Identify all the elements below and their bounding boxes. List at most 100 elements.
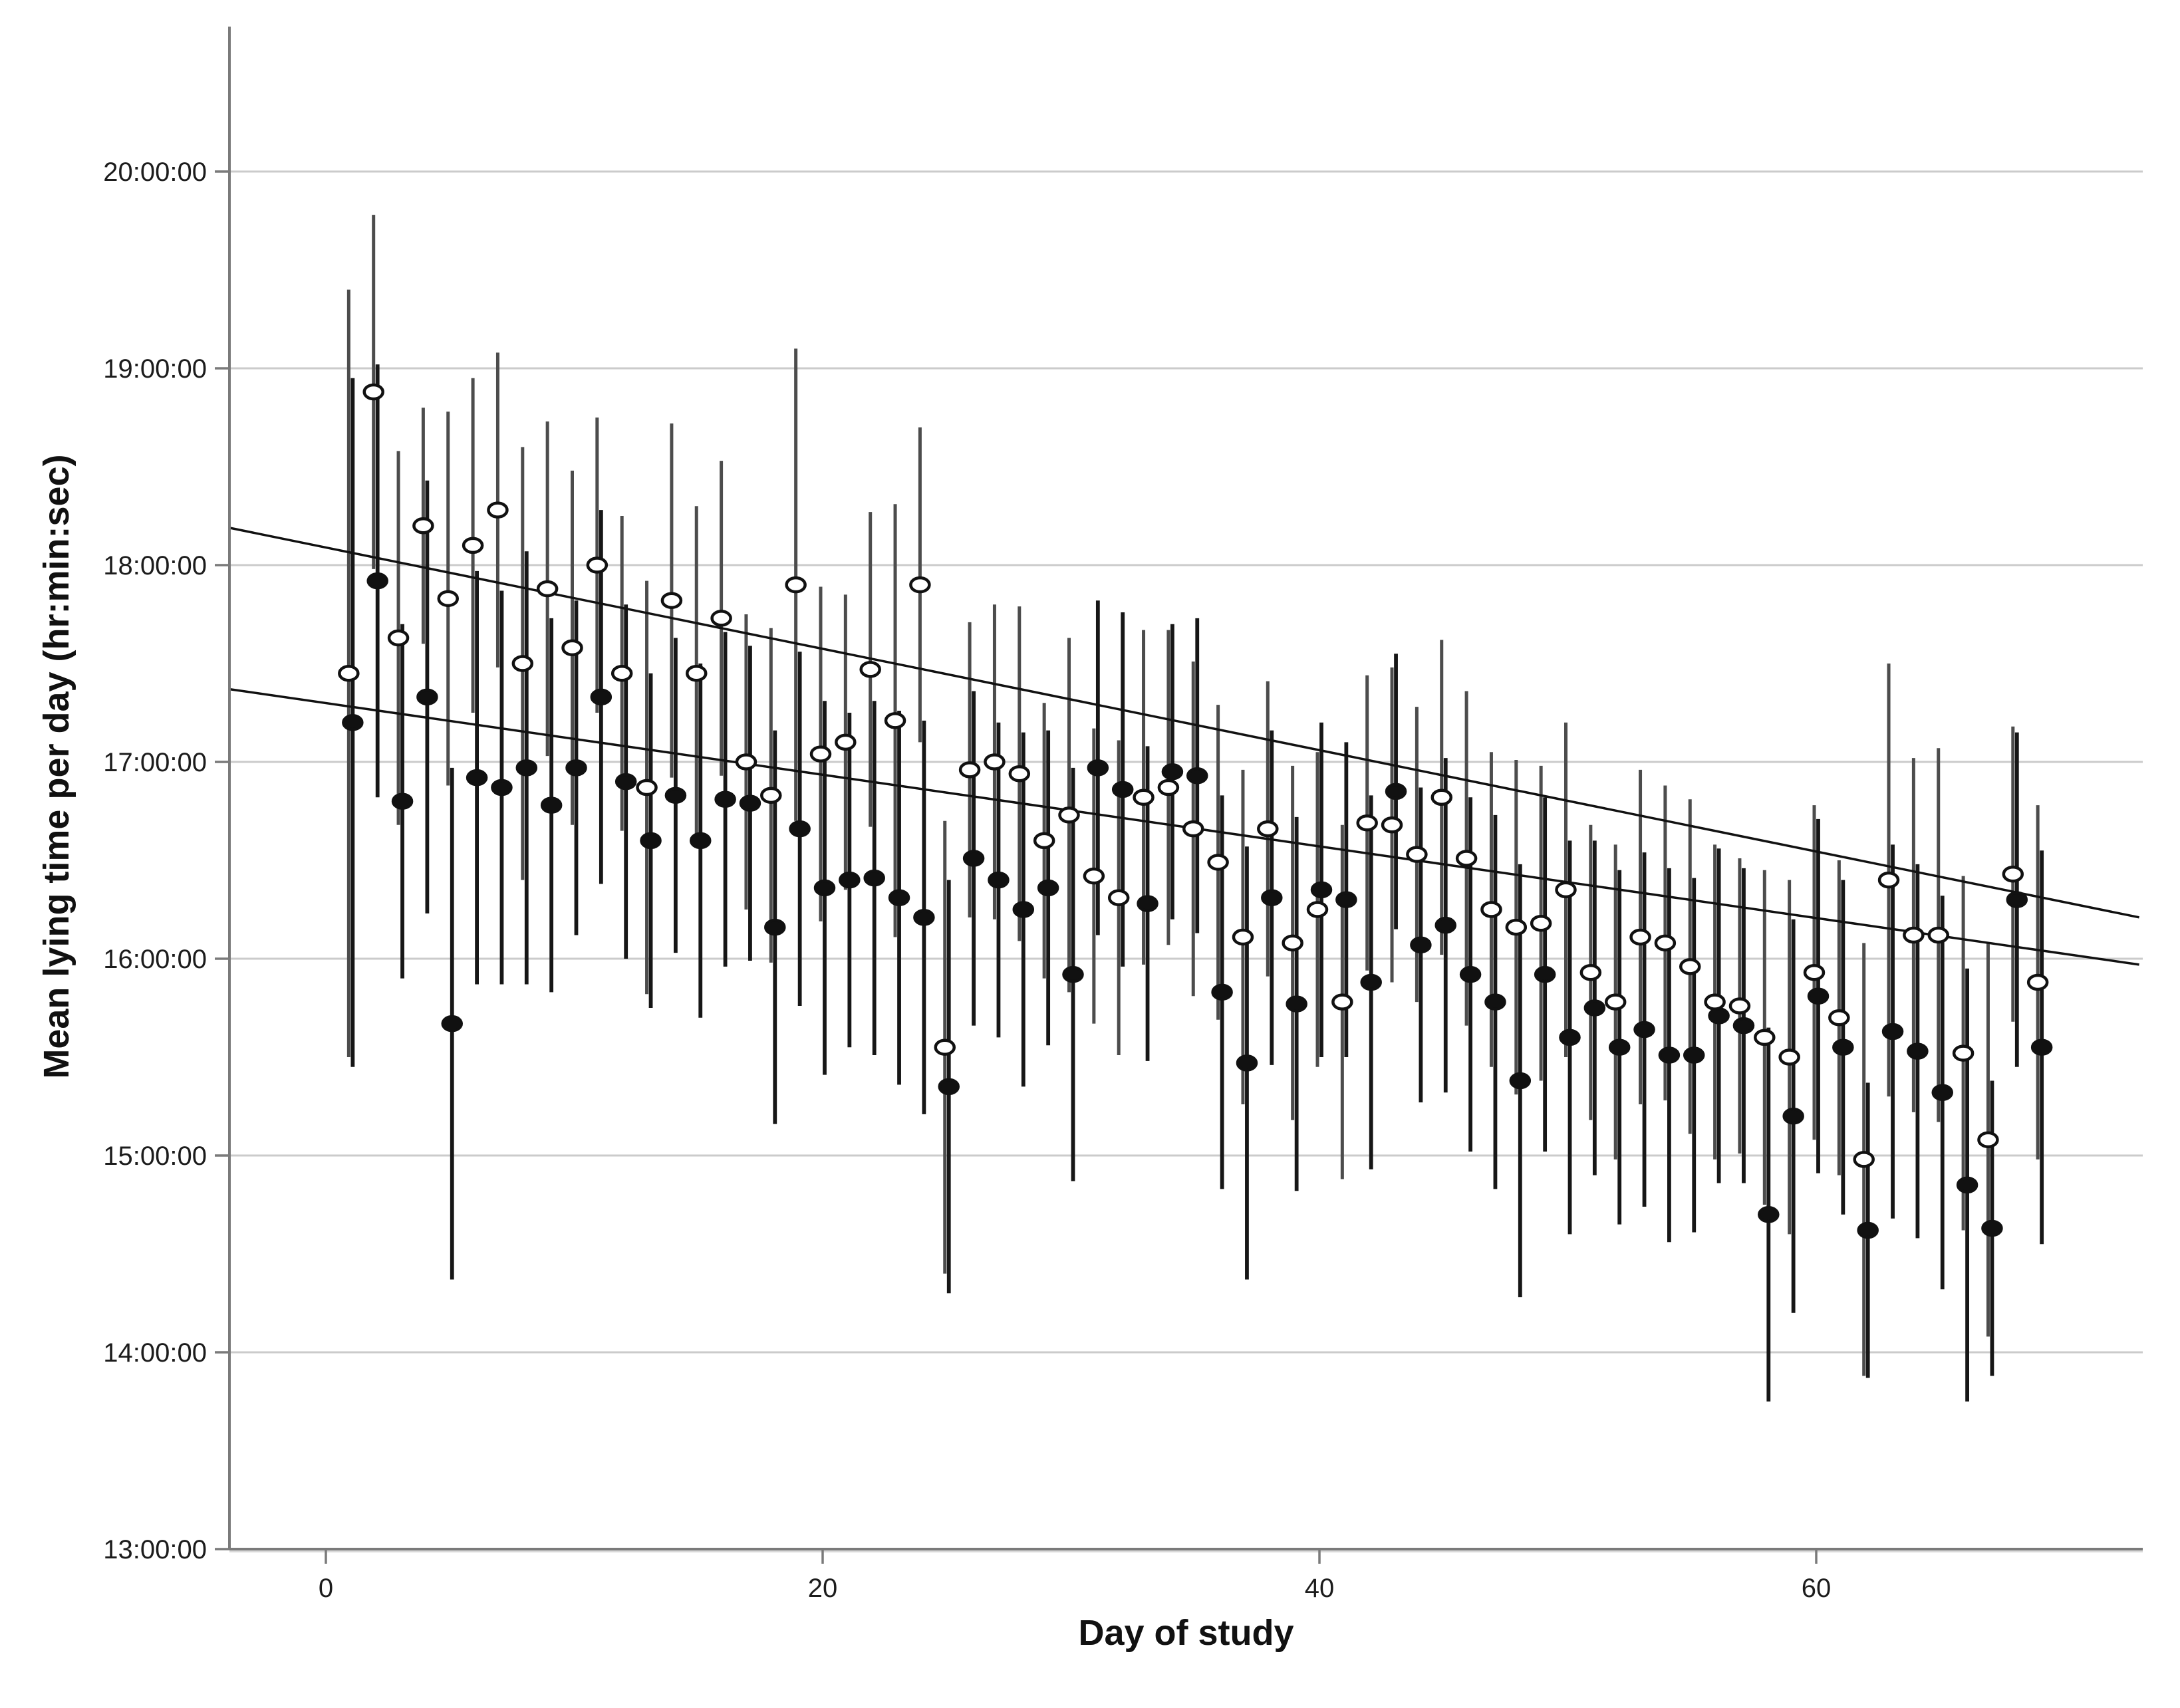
- open-circle-marker: [1679, 958, 1701, 975]
- open-circle-marker: [412, 517, 434, 535]
- filled-circle-marker: [590, 688, 613, 706]
- open-circle-marker: [487, 501, 509, 519]
- filled-circle-marker: [813, 879, 836, 897]
- x-tick-label: 0: [319, 1574, 333, 1603]
- open-circle-marker: [586, 556, 609, 574]
- open-circle-marker: [1754, 1029, 1776, 1046]
- filled-circle-marker: [540, 796, 563, 814]
- open-circle-marker: [511, 655, 534, 672]
- open-circle-marker: [1133, 789, 1155, 806]
- open-circle-marker: [1257, 820, 1279, 838]
- open-circle-marker: [1654, 934, 1677, 952]
- open-circle-marker: [984, 753, 1006, 771]
- open-circle-marker: [1579, 963, 1602, 981]
- open-circle-marker: [1058, 806, 1080, 824]
- filled-circle-marker: [565, 759, 587, 777]
- filled-circle-marker: [1683, 1046, 1705, 1064]
- open-circle-marker: [1232, 928, 1254, 946]
- open-circle-marker: [1455, 850, 1478, 867]
- open-circle-marker: [1555, 881, 1577, 899]
- filled-circle-marker: [1881, 1023, 1904, 1040]
- filled-circle-marker: [1534, 965, 1556, 983]
- open-circle-marker: [735, 753, 757, 771]
- open-circle-marker: [561, 639, 583, 657]
- open-circle-marker: [1107, 889, 1130, 906]
- filled-circle-marker: [714, 791, 736, 808]
- filled-circle-marker: [1037, 879, 1059, 897]
- open-circle-marker: [437, 590, 459, 608]
- filled-circle-marker: [1633, 1021, 1655, 1038]
- filled-circle-marker: [1111, 781, 1134, 798]
- open-circle-marker: [1033, 832, 1055, 850]
- open-circle-marker: [760, 787, 782, 804]
- filled-circle-marker: [888, 889, 910, 906]
- filled-circle-marker: [1931, 1084, 1953, 1102]
- open-circle-marker: [710, 610, 732, 627]
- filled-circle-marker: [1758, 1206, 1780, 1223]
- filled-circle-marker: [789, 820, 811, 838]
- x-tick-label: 20: [808, 1574, 838, 1603]
- filled-circle-marker: [441, 1015, 463, 1033]
- open-circle-marker: [1182, 820, 1204, 838]
- open-circle-marker: [1778, 1048, 1800, 1066]
- filled-circle-marker: [1434, 916, 1456, 934]
- filled-circle-marker: [938, 1078, 960, 1096]
- open-circle-marker: [1853, 1151, 1875, 1168]
- open-circle-marker: [2026, 973, 2049, 991]
- open-circle-marker: [2002, 865, 2024, 883]
- open-circle-marker: [909, 576, 931, 594]
- fit-line: [228, 527, 2139, 919]
- x-tick-label: 40: [1305, 1574, 1335, 1603]
- open-circle-marker: [387, 629, 410, 647]
- filled-circle-marker: [1708, 1007, 1730, 1025]
- filled-circle-marker: [1981, 1219, 2003, 1237]
- open-circle-marker: [835, 733, 857, 751]
- open-circle-marker: [1282, 934, 1303, 952]
- filled-circle-marker: [1782, 1108, 1804, 1125]
- open-circle-marker: [1480, 901, 1502, 918]
- filled-circle-marker: [1261, 889, 1283, 906]
- y-tick-label: 17:00:00: [103, 748, 207, 777]
- filled-circle-marker: [342, 714, 364, 731]
- filled-circle-marker: [988, 871, 1010, 889]
- open-circle-marker: [1431, 789, 1452, 806]
- filled-circle-marker: [764, 918, 786, 936]
- open-circle-marker: [1952, 1044, 1975, 1062]
- x-axis-title: Day of study: [1078, 1613, 1294, 1653]
- y-tick-label: 18:00:00: [103, 551, 207, 580]
- open-circle-marker: [809, 745, 832, 763]
- filled-circle-marker: [1236, 1054, 1258, 1072]
- filled-circle-marker: [1509, 1072, 1532, 1090]
- open-circle-marker: [1803, 963, 1826, 981]
- filled-circle-marker: [366, 572, 388, 590]
- open-circle-marker: [1530, 914, 1552, 932]
- filled-circle-marker: [739, 794, 761, 812]
- y-tick-label: 15:00:00: [103, 1142, 207, 1171]
- open-circle-marker: [1604, 993, 1627, 1011]
- filled-circle-marker: [1186, 767, 1208, 785]
- open-circle-marker: [1306, 901, 1329, 918]
- open-circle-marker: [859, 661, 881, 678]
- open-circle-marker: [1704, 993, 1726, 1011]
- filled-circle-marker: [391, 793, 414, 810]
- filled-circle-marker: [1608, 1038, 1631, 1056]
- filled-circle-marker: [690, 832, 712, 850]
- y-tick-label: 20:00:00: [103, 158, 207, 187]
- y-tick-label: 14:00:00: [103, 1338, 207, 1368]
- open-circle-marker: [660, 592, 683, 610]
- open-circle-marker: [1728, 997, 1751, 1015]
- open-circle-marker: [462, 537, 484, 554]
- filled-circle-marker: [1137, 895, 1158, 912]
- filled-circle-marker: [1360, 973, 1382, 991]
- open-circle-marker: [1977, 1131, 1999, 1149]
- open-circle-marker: [1083, 867, 1105, 885]
- filled-circle-marker: [962, 850, 985, 867]
- open-circle-marker: [785, 576, 807, 594]
- filled-circle-marker: [1310, 881, 1333, 899]
- filled-circle-marker: [1832, 1038, 1854, 1056]
- filled-circle-marker: [1484, 993, 1506, 1011]
- filled-circle-marker: [640, 832, 662, 850]
- open-circle-marker: [1207, 854, 1229, 871]
- filled-circle-marker: [1385, 783, 1407, 800]
